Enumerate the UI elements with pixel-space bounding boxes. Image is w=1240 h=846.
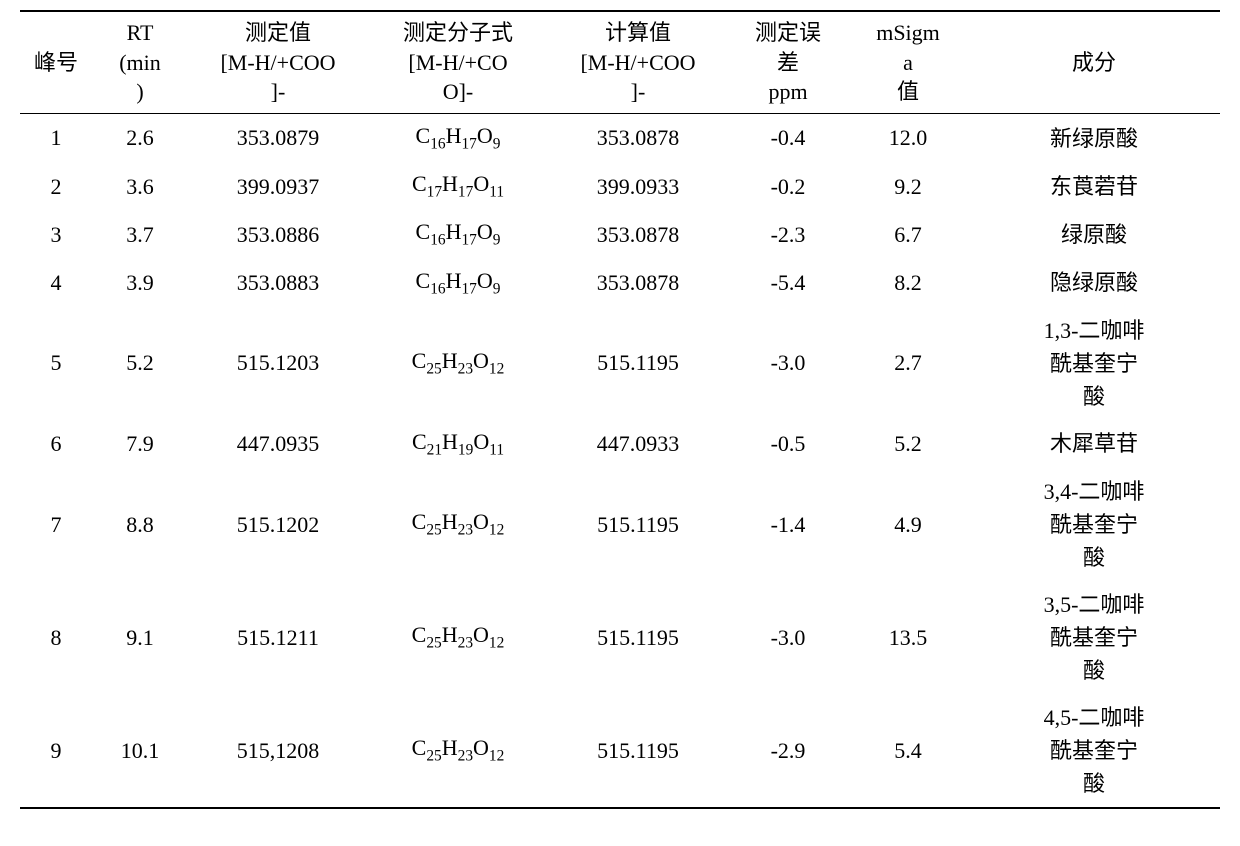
cell-formula: C25H23O12 — [368, 468, 548, 581]
cell-msigma: 5.4 — [848, 694, 968, 808]
cell-peak: 9 — [20, 694, 92, 808]
table-row: 23.6399.0937C17H17O11399.0933-0.29.2东莨菪苷 — [20, 162, 1220, 210]
cell-peak: 8 — [20, 581, 92, 694]
table-row: 55.2515.1203C25H23O12515.1195-3.02.71,3-… — [20, 307, 1220, 420]
cell-component: 新绿原酸 — [968, 114, 1220, 163]
cell-rt: 10.1 — [92, 694, 188, 808]
table-body: 12.6353.0879C16H17O9353.0878-0.412.0新绿原酸… — [20, 114, 1220, 808]
cell-calculated: 353.0878 — [548, 114, 728, 163]
cell-peak: 4 — [20, 259, 92, 307]
cell-calculated: 353.0878 — [548, 259, 728, 307]
cell-rt: 3.9 — [92, 259, 188, 307]
cell-component: 4,5-二咖啡酰基奎宁酸 — [968, 694, 1220, 808]
header-peak: 峰号 — [20, 11, 92, 114]
header-formula: 测定分子式[M-H/+COO]- — [368, 11, 548, 114]
cell-formula: C25H23O12 — [368, 307, 548, 420]
cell-calculated: 399.0933 — [548, 162, 728, 210]
cell-msigma: 9.2 — [848, 162, 968, 210]
cell-rt: 2.6 — [92, 114, 188, 163]
cell-peak: 5 — [20, 307, 92, 420]
cell-measured: 515.1202 — [188, 468, 368, 581]
cell-msigma: 4.9 — [848, 468, 968, 581]
cell-formula: C25H23O12 — [368, 694, 548, 808]
table-row: 910.1515,1208C25H23O12515.1195-2.95.44,5… — [20, 694, 1220, 808]
cell-formula: C17H17O11 — [368, 162, 548, 210]
table-row: 33.7353.0886C16H17O9353.0878-2.36.7绿原酸 — [20, 210, 1220, 258]
cell-calculated: 515.1195 — [548, 307, 728, 420]
cell-measured: 353.0883 — [188, 259, 368, 307]
cell-measured: 515.1211 — [188, 581, 368, 694]
cell-component: 绿原酸 — [968, 210, 1220, 258]
cell-component: 木犀草苷 — [968, 420, 1220, 468]
cell-measured: 515,1208 — [188, 694, 368, 808]
header-row: 峰号 RT(min) 测定值[M-H/+COO]- 测定分子式[M-H/+COO… — [20, 11, 1220, 114]
table-row: 43.9353.0883C16H17O9353.0878-5.48.2隐绿原酸 — [20, 259, 1220, 307]
cell-peak: 6 — [20, 420, 92, 468]
cell-msigma: 6.7 — [848, 210, 968, 258]
cell-error: -5.4 — [728, 259, 848, 307]
table-row: 89.1515.1211C25H23O12515.1195-3.013.53,5… — [20, 581, 1220, 694]
table-row: 78.8515.1202C25H23O12515.1195-1.44.93,4-… — [20, 468, 1220, 581]
cell-error: -2.3 — [728, 210, 848, 258]
cell-measured: 353.0879 — [188, 114, 368, 163]
cell-rt: 9.1 — [92, 581, 188, 694]
header-measured: 测定值[M-H/+COO]- — [188, 11, 368, 114]
table-row: 67.9447.0935C21H19O11447.0933-0.55.2木犀草苷 — [20, 420, 1220, 468]
cell-calculated: 515.1195 — [548, 694, 728, 808]
cell-peak: 2 — [20, 162, 92, 210]
cell-component: 3,5-二咖啡酰基奎宁酸 — [968, 581, 1220, 694]
cell-measured: 399.0937 — [188, 162, 368, 210]
header-calculated: 计算值[M-H/+COO]- — [548, 11, 728, 114]
header-error: 测定误差ppm — [728, 11, 848, 114]
cell-rt: 3.7 — [92, 210, 188, 258]
cell-msigma: 8.2 — [848, 259, 968, 307]
header-msigma: mSigma值 — [848, 11, 968, 114]
cell-rt: 7.9 — [92, 420, 188, 468]
cell-peak: 7 — [20, 468, 92, 581]
cell-calculated: 447.0933 — [548, 420, 728, 468]
cell-component: 隐绿原酸 — [968, 259, 1220, 307]
header-rt: RT(min) — [92, 11, 188, 114]
header-component: 成分 — [968, 11, 1220, 114]
cell-formula: C21H19O11 — [368, 420, 548, 468]
cell-rt: 8.8 — [92, 468, 188, 581]
cell-error: -0.4 — [728, 114, 848, 163]
cell-formula: C16H17O9 — [368, 114, 548, 163]
cell-calculated: 353.0878 — [548, 210, 728, 258]
cell-error: -0.5 — [728, 420, 848, 468]
cell-peak: 3 — [20, 210, 92, 258]
cell-formula: C16H17O9 — [368, 259, 548, 307]
cell-component: 1,3-二咖啡酰基奎宁酸 — [968, 307, 1220, 420]
cell-measured: 353.0886 — [188, 210, 368, 258]
table-row: 12.6353.0879C16H17O9353.0878-0.412.0新绿原酸 — [20, 114, 1220, 163]
cell-peak: 1 — [20, 114, 92, 163]
cell-error: -1.4 — [728, 468, 848, 581]
cell-rt: 3.6 — [92, 162, 188, 210]
cell-formula: C25H23O12 — [368, 581, 548, 694]
cell-msigma: 12.0 — [848, 114, 968, 163]
cell-rt: 5.2 — [92, 307, 188, 420]
cell-calculated: 515.1195 — [548, 581, 728, 694]
data-table: 峰号 RT(min) 测定值[M-H/+COO]- 测定分子式[M-H/+COO… — [20, 10, 1220, 809]
cell-measured: 447.0935 — [188, 420, 368, 468]
cell-component: 东莨菪苷 — [968, 162, 1220, 210]
cell-error: -3.0 — [728, 581, 848, 694]
cell-error: -3.0 — [728, 307, 848, 420]
cell-formula: C16H17O9 — [368, 210, 548, 258]
cell-calculated: 515.1195 — [548, 468, 728, 581]
cell-error: -0.2 — [728, 162, 848, 210]
cell-msigma: 5.2 — [848, 420, 968, 468]
cell-measured: 515.1203 — [188, 307, 368, 420]
cell-msigma: 2.7 — [848, 307, 968, 420]
cell-error: -2.9 — [728, 694, 848, 808]
cell-component: 3,4-二咖啡酰基奎宁酸 — [968, 468, 1220, 581]
cell-msigma: 13.5 — [848, 581, 968, 694]
